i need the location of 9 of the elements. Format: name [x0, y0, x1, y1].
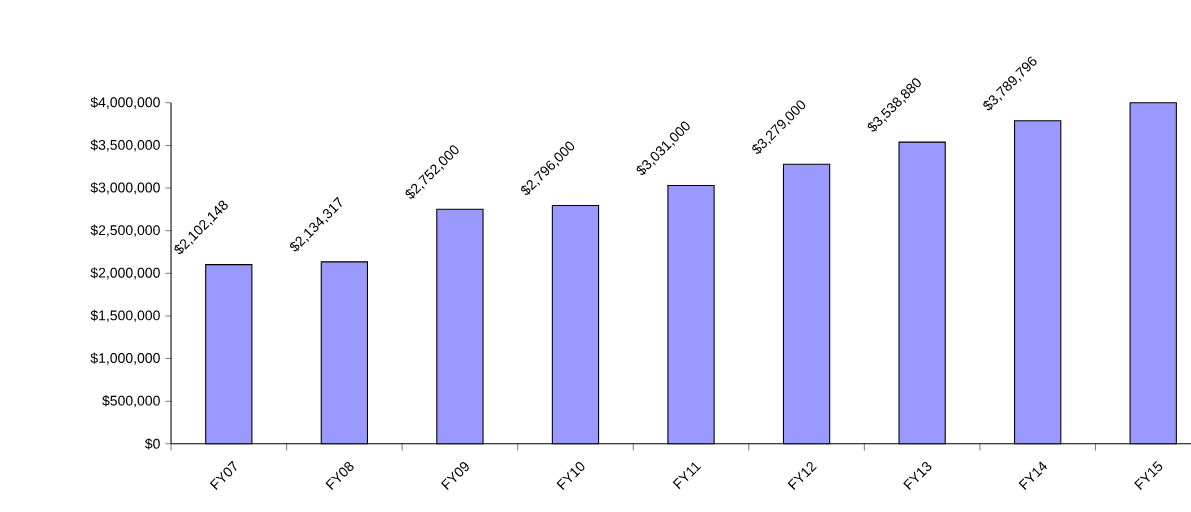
y-tick-label: $500,000	[102, 395, 160, 408]
y-tick-label: $1,000,000	[90, 352, 160, 365]
y-tick-label: $2,000,000	[90, 267, 160, 280]
y-tick-label: $1,500,000	[90, 309, 160, 323]
y-tick-label: $3,000,000	[90, 181, 160, 195]
y-tick-label: $0	[144, 438, 160, 450]
y-tick-label: $2,500,000	[90, 224, 160, 237]
y-tick-label: $3,500,000	[90, 139, 160, 152]
y-tick-label: $4,000,000	[90, 96, 160, 109]
